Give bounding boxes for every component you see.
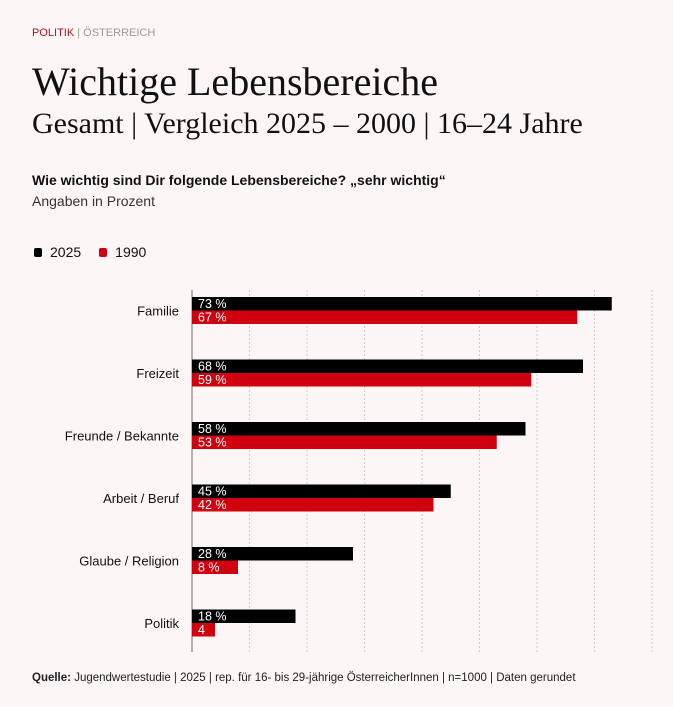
category-label: Arbeit / Beruf [103, 491, 179, 506]
bar-2025 [192, 359, 583, 373]
bar-1990 [192, 560, 238, 574]
data-label: 4 [198, 623, 205, 637]
breadcrumb: POLITIK | ÖSTERREICH [32, 27, 155, 39]
legend-item-2025: 2025 [34, 244, 81, 260]
legend-label: 2025 [50, 244, 82, 260]
question: Wie wichtig sind Dir folgende Lebensbere… [32, 172, 446, 188]
bar-2025 [192, 484, 451, 498]
legend-swatch [34, 247, 42, 257]
legend-label: 1990 [115, 244, 147, 260]
source-text: Jugendwertestudie | 2025 | rep. für 16- … [74, 672, 576, 684]
bar-2025 [192, 297, 612, 311]
data-label: 67 % [198, 311, 227, 325]
data-label: 58 % [198, 422, 227, 436]
bar-1990 [192, 623, 215, 637]
category-label: Freizeit [136, 366, 179, 381]
separator: | [77, 27, 81, 39]
category-label: Familie [137, 304, 179, 319]
legend-swatch [99, 247, 108, 257]
bar-1990 [192, 498, 434, 512]
legend: 2025 1990 [34, 244, 146, 260]
data-label: 42 % [198, 498, 227, 512]
source-note: Quelle: Jugendwertestudie | 2025 | rep. … [32, 672, 576, 684]
data-label: 18 % [198, 610, 227, 624]
bar-1990 [192, 310, 578, 324]
chart-subtitle: Gesamt | Vergleich 2025 – 2000 | 16–24 J… [32, 107, 583, 140]
category-label: Glaube / Religion [79, 554, 179, 569]
bar-2025 [192, 422, 526, 436]
category-label: Politik [144, 616, 179, 631]
subcategory-link[interactable]: ÖSTERREICH [83, 27, 156, 39]
bar-chart: Familie 73 %67 % Freizeit 68 %59 % Freunde /… [65, 290, 653, 652]
bar-1990 [192, 435, 497, 449]
legend-item-1990: 1990 [99, 244, 146, 260]
data-label: 73 % [198, 297, 227, 311]
data-label: 68 % [198, 360, 227, 374]
data-label: 8 % [198, 561, 220, 575]
data-label: 45 % [198, 485, 227, 499]
source-label: Quelle: [32, 672, 71, 684]
unit-note: Angaben in Prozent [32, 193, 155, 209]
category-link[interactable]: POLITIK [32, 27, 75, 39]
category-label: Freunde / Bekannte [65, 429, 179, 444]
data-label: 53 % [198, 436, 227, 450]
chart-title: Wichtige Lebensbereiche [32, 59, 438, 104]
bar-1990 [192, 373, 532, 387]
data-label: 28 % [198, 547, 227, 561]
bar-2025 [192, 547, 353, 561]
data-label: 59 % [198, 373, 227, 387]
bar-2025 [192, 609, 296, 623]
